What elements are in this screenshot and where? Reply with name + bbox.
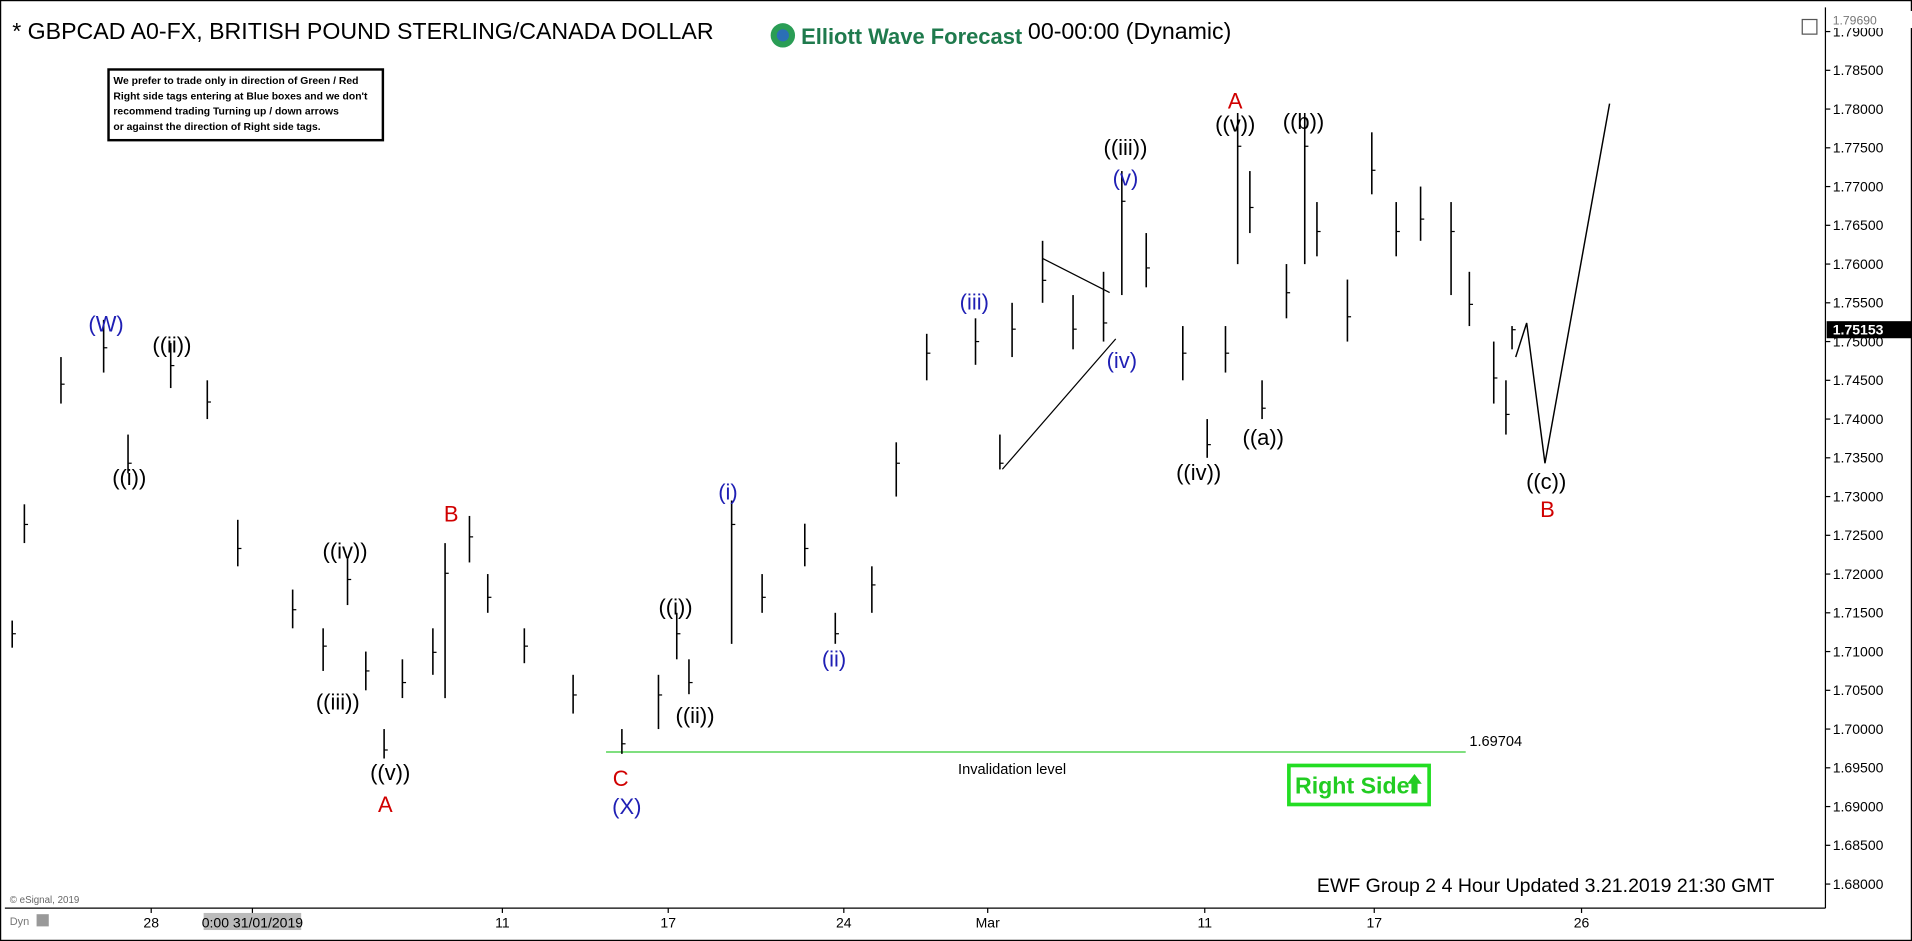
note-line: recommend trading Turning up / down arro… bbox=[113, 107, 339, 118]
wave-label: (iii) bbox=[960, 290, 989, 315]
y-tick-label: 1.77500 bbox=[1833, 140, 1884, 156]
badge-arrow bbox=[1407, 774, 1422, 794]
y-tick-label: 1.78500 bbox=[1833, 62, 1884, 78]
window-icon[interactable] bbox=[1801, 18, 1818, 35]
x-tick-label: 0:00 31/01/2019 bbox=[202, 915, 304, 931]
y-tick-label: 1.73500 bbox=[1833, 450, 1884, 466]
wave-label: ((ii)) bbox=[676, 703, 715, 728]
mode-icon[interactable] bbox=[36, 914, 49, 927]
note: We prefer to trade only in direction of … bbox=[113, 76, 368, 133]
wave-label: B bbox=[444, 502, 459, 527]
wave-label: ((a)) bbox=[1243, 425, 1284, 450]
y-tick-label: 1.75500 bbox=[1833, 295, 1884, 311]
projection-line bbox=[1515, 103, 1611, 464]
wedge-line bbox=[1042, 257, 1110, 294]
copyright: © eSignal, 2019 bbox=[10, 895, 80, 906]
y-tick-label: 1.77000 bbox=[1833, 178, 1884, 194]
wave-label: B bbox=[1540, 497, 1555, 522]
y-tick-label: 1.72500 bbox=[1833, 527, 1884, 543]
y-tick-label: 1.76000 bbox=[1833, 256, 1884, 272]
x-tick-highlight bbox=[203, 912, 302, 931]
note-line: Right side tags entering at Blue boxes a… bbox=[113, 91, 368, 102]
wave-label: ((iv)) bbox=[1176, 460, 1221, 485]
note-line: We prefer to trade only in direction of … bbox=[113, 76, 358, 87]
x-tick-label: 28 bbox=[143, 915, 159, 931]
y-tick-label: 1.68000 bbox=[1833, 876, 1884, 892]
x-tick-label: 24 bbox=[836, 915, 852, 931]
y-tick-label: 1.70000 bbox=[1833, 721, 1884, 737]
y-tick-label: 1.78000 bbox=[1833, 101, 1884, 117]
badge-box bbox=[1287, 763, 1431, 807]
price-marker-label: 1.75153 bbox=[1833, 322, 1884, 338]
wave-label: (ii) bbox=[822, 647, 846, 672]
y-tick-label: 1.68500 bbox=[1833, 837, 1884, 853]
mode: Dyn bbox=[10, 916, 30, 928]
x-tick-label: 11 bbox=[1197, 915, 1212, 931]
y-tick-label: 1.70500 bbox=[1833, 682, 1884, 698]
wave-label: ((iv)) bbox=[323, 538, 368, 563]
footer: EWF Group 2 4 Hour Updated 3.21.2019 21:… bbox=[1317, 875, 1775, 897]
y-tick-label: 1.72000 bbox=[1833, 566, 1884, 582]
invalidation-value: 1.69704 bbox=[1469, 734, 1522, 750]
x-tick-label: 11 bbox=[495, 915, 510, 931]
wave-label: (iv) bbox=[1107, 348, 1137, 373]
y-tick-label: 1.69500 bbox=[1833, 760, 1884, 776]
wave-label: ((v)) bbox=[1215, 112, 1255, 137]
wave-label: ((i)) bbox=[112, 465, 146, 490]
y-tick-label: 1.71000 bbox=[1833, 643, 1884, 659]
x-tick-label: 17 bbox=[1366, 915, 1382, 931]
wave-label: ((c)) bbox=[1526, 469, 1566, 494]
chart-title: * GBPCAD A0-FX, BRITISH POUND STERLING/C… bbox=[12, 18, 713, 44]
y-tick-label: 1.76500 bbox=[1833, 217, 1884, 233]
invalidation-text: Invalidation level bbox=[958, 762, 1066, 778]
wave-label: ((iii)) bbox=[316, 689, 360, 714]
x-tick-label: 17 bbox=[660, 915, 676, 931]
wave-label: (i) bbox=[718, 480, 738, 505]
y-tick-label: 1.74000 bbox=[1833, 411, 1884, 427]
y-tick-label: 1.73000 bbox=[1833, 488, 1884, 504]
wave-label: ((v)) bbox=[370, 760, 410, 785]
logo: Elliott Wave Forecast bbox=[801, 24, 1023, 49]
chart-subtitle: 00-00:00 (Dynamic) bbox=[1028, 18, 1231, 44]
y-tick-label: 1.74500 bbox=[1833, 372, 1884, 388]
wave-label: ((ii)) bbox=[152, 332, 191, 357]
wave-label: ((iii)) bbox=[1104, 135, 1148, 160]
wave-label: C bbox=[613, 766, 629, 791]
logo-icon-inner bbox=[776, 29, 789, 42]
wedge-line bbox=[1001, 338, 1117, 470]
note-box bbox=[107, 68, 385, 142]
wave-label: (X) bbox=[612, 794, 641, 819]
wave-label: (W) bbox=[88, 312, 123, 337]
x-tick-label: 26 bbox=[1574, 915, 1590, 931]
price-marker-box bbox=[1826, 321, 1912, 339]
y-tick-label: 1.71500 bbox=[1833, 605, 1884, 621]
wave-label: A bbox=[1228, 88, 1243, 113]
wave-label: ((i)) bbox=[658, 594, 692, 619]
wave-label: ((b)) bbox=[1283, 109, 1324, 134]
price-marker-box bbox=[1826, 10, 1912, 29]
x-tick-label: Mar bbox=[976, 915, 1000, 931]
badge: Right Side bbox=[1295, 773, 1410, 799]
y-tick-label: 1.69000 bbox=[1833, 798, 1884, 814]
note-line: or against the direction of Right side t… bbox=[113, 122, 320, 133]
price-marker-label: 1.79690 bbox=[1833, 13, 1877, 27]
wave-label: (v) bbox=[1113, 165, 1139, 190]
logo-bg bbox=[765, 17, 1025, 54]
wave-label: A bbox=[378, 792, 393, 817]
